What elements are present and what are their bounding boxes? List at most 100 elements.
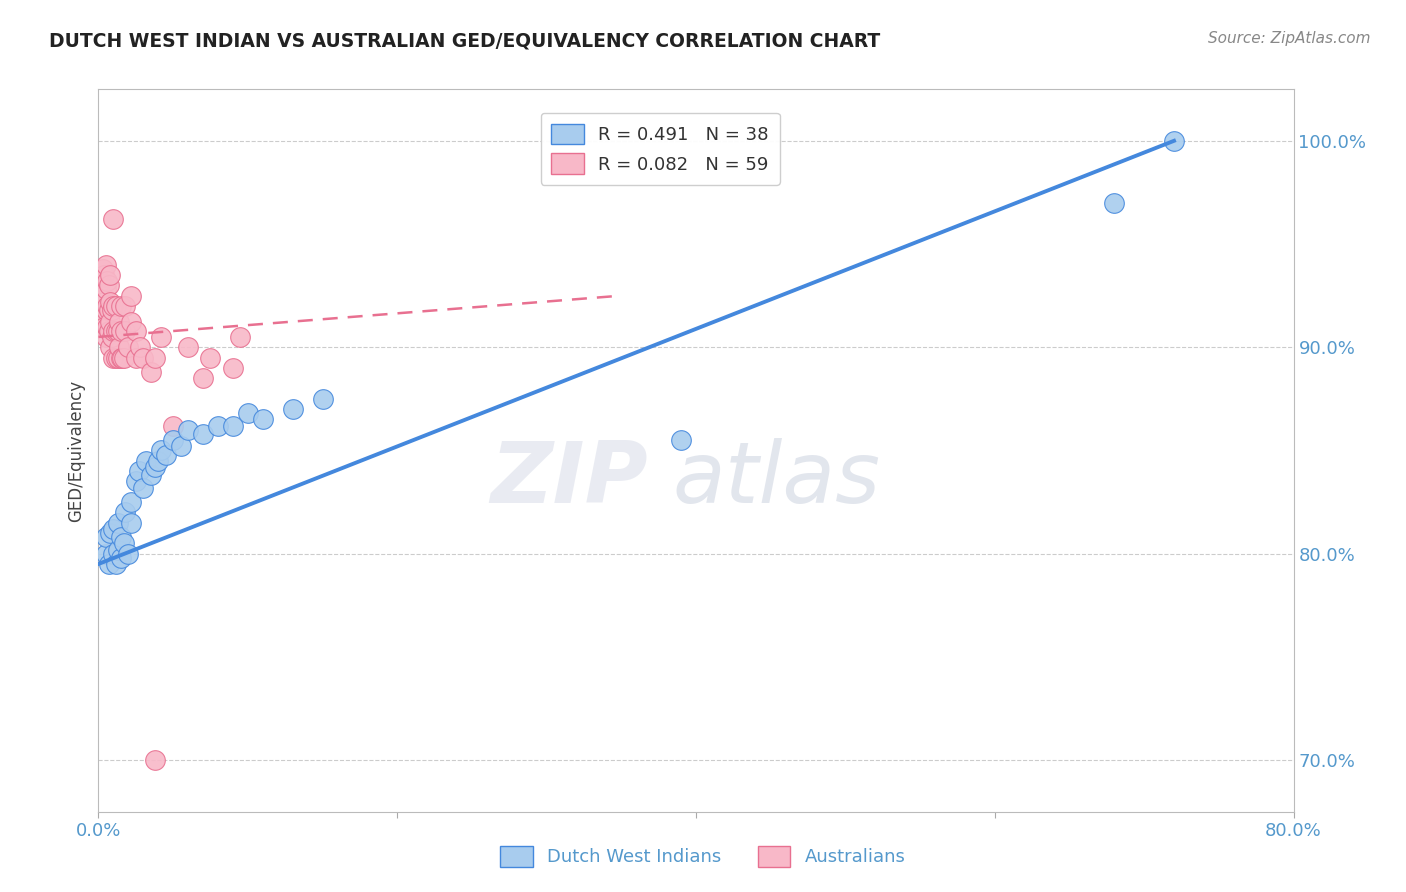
Point (110, 351, 132, 365)
Point (94, 282, 117, 296)
Point (139, 365, 162, 379)
Point (162, 433, 184, 447)
Point (132, 351, 155, 365)
Point (143, 460, 166, 475)
Point (143, 753, 166, 767)
Point (200, 351, 222, 365)
Point (91, 288, 114, 302)
Point (93, 319, 115, 334)
Point (114, 299, 136, 313)
Point (98, 340, 122, 354)
Point (98, 294, 122, 309)
Text: atlas: atlas (672, 438, 880, 521)
Point (139, 468, 162, 483)
Point (98, 268, 122, 282)
Point (110, 324, 132, 338)
Point (117, 340, 139, 354)
Point (155, 448, 177, 462)
Point (107, 324, 129, 338)
Text: ZIP: ZIP (491, 438, 648, 521)
Text: Source: ZipAtlas.com: Source: ZipAtlas.com (1208, 31, 1371, 46)
Point (207, 418, 229, 433)
Point (1104, 195, 1126, 210)
Point (114, 505, 136, 519)
Point (108, 340, 131, 354)
Point (94, 303, 117, 318)
Point (129, 340, 152, 354)
Point (311, 392, 333, 406)
Point (177, 423, 200, 437)
Point (162, 418, 184, 433)
Point (117, 547, 139, 561)
Legend: R = 0.491   N = 38, R = 0.082   N = 59: R = 0.491 N = 38, R = 0.082 N = 59 (540, 112, 780, 185)
Point (91, 310, 114, 324)
Point (114, 324, 136, 338)
Point (93, 268, 115, 282)
Point (103, 324, 125, 338)
Point (93, 294, 115, 309)
Point (112, 351, 135, 365)
Point (105, 299, 128, 313)
Point (103, 299, 125, 313)
Point (107, 351, 129, 365)
Point (191, 426, 214, 441)
Point (90, 299, 112, 313)
Point (97, 324, 120, 338)
Point (125, 475, 148, 489)
Point (101, 330, 124, 344)
Point (111, 351, 134, 365)
Point (105, 324, 128, 338)
Point (90, 274, 112, 288)
Point (101, 303, 124, 318)
Point (107, 516, 129, 530)
Point (98, 316, 122, 330)
Point (107, 542, 129, 557)
Point (177, 340, 200, 354)
Point (96, 274, 118, 288)
Point (97, 278, 120, 293)
Legend: Dutch West Indians, Australians: Dutch West Indians, Australians (494, 838, 912, 874)
Point (110, 299, 132, 313)
Point (103, 212, 125, 227)
Point (120, 516, 142, 530)
Point (110, 550, 132, 565)
Point (143, 351, 166, 365)
Point (236, 406, 259, 420)
Point (94, 258, 117, 272)
Point (150, 443, 173, 458)
Point (132, 481, 155, 495)
Point (191, 371, 214, 385)
Point (110, 530, 132, 544)
Text: DUTCH WEST INDIAN VS AUSTRALIAN GED/EQUIVALENCY CORRELATION CHART: DUTCH WEST INDIAN VS AUSTRALIAN GED/EQUI… (49, 31, 880, 50)
Point (94, 530, 117, 544)
Point (105, 351, 128, 365)
Point (128, 464, 150, 478)
Point (125, 351, 148, 365)
Point (112, 536, 135, 550)
Point (281, 402, 304, 417)
Point (94, 547, 117, 561)
Point (229, 330, 252, 344)
Y-axis label: GED/Equivalency: GED/Equivalency (67, 379, 86, 522)
Point (96, 319, 118, 334)
Point (97, 303, 120, 318)
Point (222, 418, 245, 433)
Point (669, 433, 692, 447)
Point (94, 330, 117, 344)
Point (91, 261, 114, 276)
Point (98, 526, 122, 541)
Point (96, 299, 118, 313)
Point (222, 360, 245, 375)
Point (1163, 134, 1185, 148)
Point (169, 439, 191, 453)
Point (125, 324, 148, 338)
Point (97, 557, 120, 571)
Point (108, 316, 131, 330)
Point (150, 330, 173, 344)
Point (103, 351, 125, 365)
Point (120, 316, 142, 330)
Point (103, 547, 125, 561)
Point (120, 288, 142, 302)
Point (252, 412, 274, 426)
Point (103, 522, 125, 536)
